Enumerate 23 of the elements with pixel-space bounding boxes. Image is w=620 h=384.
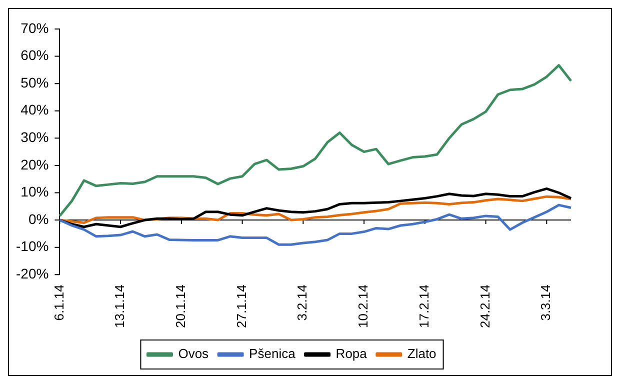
x-tick-label: 10.2.14 bbox=[356, 284, 371, 328]
x-tick-label: 6.1.14 bbox=[51, 284, 66, 321]
legend-label: Ovos bbox=[178, 346, 210, 362]
x-tick-label: 24.2.14 bbox=[477, 284, 492, 328]
y-tick-label: 60% bbox=[20, 47, 49, 64]
x-tick-label: 3.3.14 bbox=[538, 284, 554, 321]
legend-label: Zlato bbox=[407, 346, 436, 362]
y-tick-label: 40% bbox=[20, 102, 49, 118]
y-tick-label: -20% bbox=[16, 265, 49, 282]
x-tick-label: 3.2.14 bbox=[294, 284, 310, 321]
y-tick-label: -10% bbox=[16, 238, 49, 254]
legend-label: Ropa bbox=[336, 346, 368, 362]
y-tick-label: 10% bbox=[20, 184, 49, 200]
y-tick-label: 0% bbox=[28, 210, 49, 227]
x-tick-label: 27.1.14 bbox=[234, 284, 249, 328]
y-tick-label: 70% bbox=[20, 20, 49, 36]
legend-label: Pšenica bbox=[249, 346, 296, 362]
y-tick-label: 20% bbox=[20, 156, 49, 172]
x-tick-label: 17.2.14 bbox=[416, 284, 432, 328]
y-tick-label: 30% bbox=[20, 129, 49, 146]
x-tick-label: 13.1.14 bbox=[112, 284, 128, 328]
x-tick-label: 20.1.14 bbox=[173, 284, 188, 328]
y-tick-label: 50% bbox=[20, 74, 49, 90]
